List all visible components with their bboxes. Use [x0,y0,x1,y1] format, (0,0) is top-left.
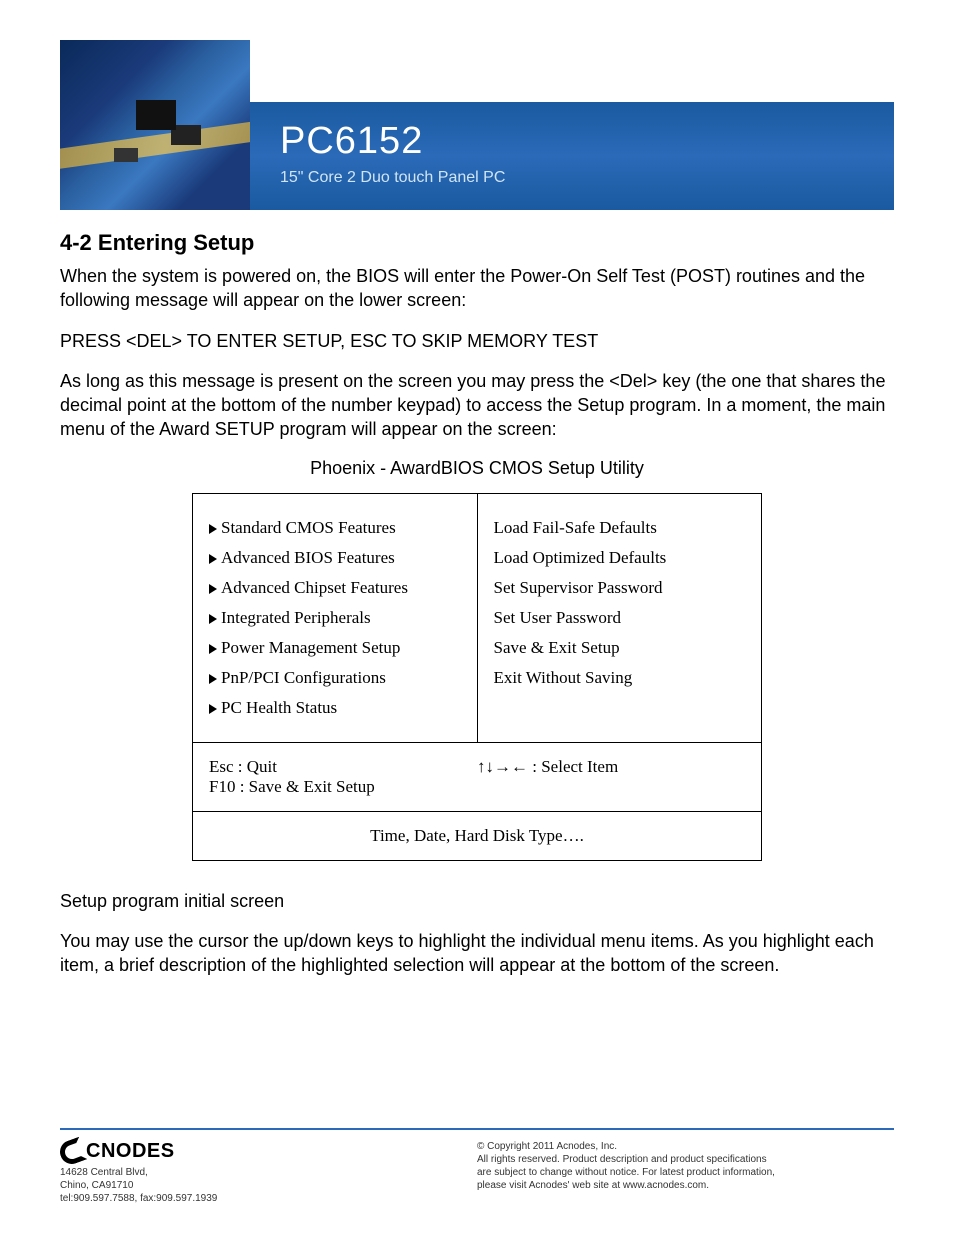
bios-item-standard-cmos[interactable]: Standard CMOS Features [209,518,461,538]
bios-item-label: Advanced Chipset Features [221,578,408,597]
bios-item-advanced-chipset[interactable]: Advanced Chipset Features [209,578,461,598]
footer-left: CNODES 14628 Central Blvd, Chino, CA9171… [60,1140,477,1205]
bios-item-pc-health[interactable]: PC Health Status [209,698,461,718]
copyright-line-3: are subject to change without notice. Fo… [477,1166,894,1179]
bios-item-label: Load Optimized Defaults [494,548,667,567]
bios-item-power-management[interactable]: Power Management Setup [209,638,461,658]
banner-photo [60,40,250,210]
triangle-icon [209,524,217,534]
bios-item-exit-without-saving[interactable]: Exit Without Saving [494,668,746,688]
section-heading: 4-2 Entering Setup [60,230,894,256]
banner-spacer [250,40,894,102]
bios-item-load-optimized[interactable]: Load Optimized Defaults [494,548,746,568]
bios-item-user-password[interactable]: Set User Password [494,608,746,628]
bios-item-label: PC Health Status [221,698,337,717]
bios-item-label: Power Management Setup [221,638,400,657]
bios-item-pnp-pci[interactable]: PnP/PCI Configurations [209,668,461,688]
intro-paragraph-1: When the system is powered on, the BIOS … [60,264,894,313]
company-logo: CNODES [60,1140,477,1164]
bios-item-label: PnP/PCI Configurations [221,668,386,687]
logo-text: CNODES [86,1140,175,1163]
bios-item-label: Exit Without Saving [494,668,633,687]
bios-item-label: Standard CMOS Features [221,518,396,537]
product-title: PC6152 [280,120,894,163]
triangle-icon [209,614,217,624]
bios-item-save-exit[interactable]: Save & Exit Setup [494,638,746,658]
copyright-line-1: © Copyright 2011 Acnodes, Inc. [477,1140,894,1153]
triangle-icon [209,584,217,594]
banner-right: PC6152 15" Core 2 Duo touch Panel PC [250,40,894,210]
address-line-1: 14628 Central Blvd, [60,1166,477,1179]
banner-strip: PC6152 15" Core 2 Duo touch Panel PC [250,102,894,210]
bios-item-supervisor-password[interactable]: Set Supervisor Password [494,578,746,598]
page-footer: CNODES 14628 Central Blvd, Chino, CA9171… [60,1128,894,1205]
address-line-2: Chino, CA91710 [60,1179,477,1192]
bios-footer-hint: Time, Date, Hard Disk Type…. [193,811,762,860]
bios-caption: Phoenix - AwardBIOS CMOS Setup Utility [60,458,894,479]
product-subtitle: 15" Core 2 Duo touch Panel PC [280,169,894,187]
triangle-icon [209,704,217,714]
bios-item-load-failsafe[interactable]: Load Fail-Safe Defaults [494,518,746,538]
bios-item-integrated-peripherals[interactable]: Integrated Peripherals [209,608,461,628]
bios-right-column: Load Fail-Safe Defaults Load Optimized D… [477,493,762,742]
bios-nav-f10: F10 : Save & Exit Setup [209,777,477,797]
bios-item-label: Save & Exit Setup [494,638,620,657]
bios-nav-arrows: ↑↓→← : Select Item [477,757,745,797]
footer-right: © Copyright 2011 Acnodes, Inc. All right… [477,1140,894,1205]
bios-item-label: Set Supervisor Password [494,578,663,597]
bios-item-advanced-bios[interactable]: Advanced BIOS Features [209,548,461,568]
intro-paragraph-3: As long as this message is present on th… [60,369,894,442]
intro-paragraph-2: PRESS <DEL> TO ENTER SETUP, ESC TO SKIP … [60,329,894,353]
bios-item-label: Load Fail-Safe Defaults [494,518,657,537]
triangle-icon [209,674,217,684]
triangle-icon [209,554,217,564]
copyright-line-4: please visit Acnodes' web site at www.ac… [477,1179,894,1192]
after-paragraph-1: Setup program initial screen [60,889,894,913]
triangle-icon [209,644,217,654]
logo-mark-icon [60,1140,84,1164]
bios-menu-table: Standard CMOS Features Advanced BIOS Fea… [192,493,762,861]
after-paragraph-2: You may use the cursor the up/down keys … [60,929,894,978]
copyright-line-2: All rights reserved. Product description… [477,1153,894,1166]
address-line-3: tel:909.597.7588, fax:909.597.1939 [60,1192,477,1205]
bios-item-label: Advanced BIOS Features [221,548,395,567]
bios-nav-row: Esc : Quit F10 : Save & Exit Setup ↑↓→← … [193,742,762,811]
bios-item-label: Integrated Peripherals [221,608,371,627]
bios-nav-esc: Esc : Quit [209,757,477,777]
bios-left-column: Standard CMOS Features Advanced BIOS Fea… [193,493,478,742]
header-banner: PC6152 15" Core 2 Duo touch Panel PC [60,40,894,210]
bios-item-label: Set User Password [494,608,622,627]
